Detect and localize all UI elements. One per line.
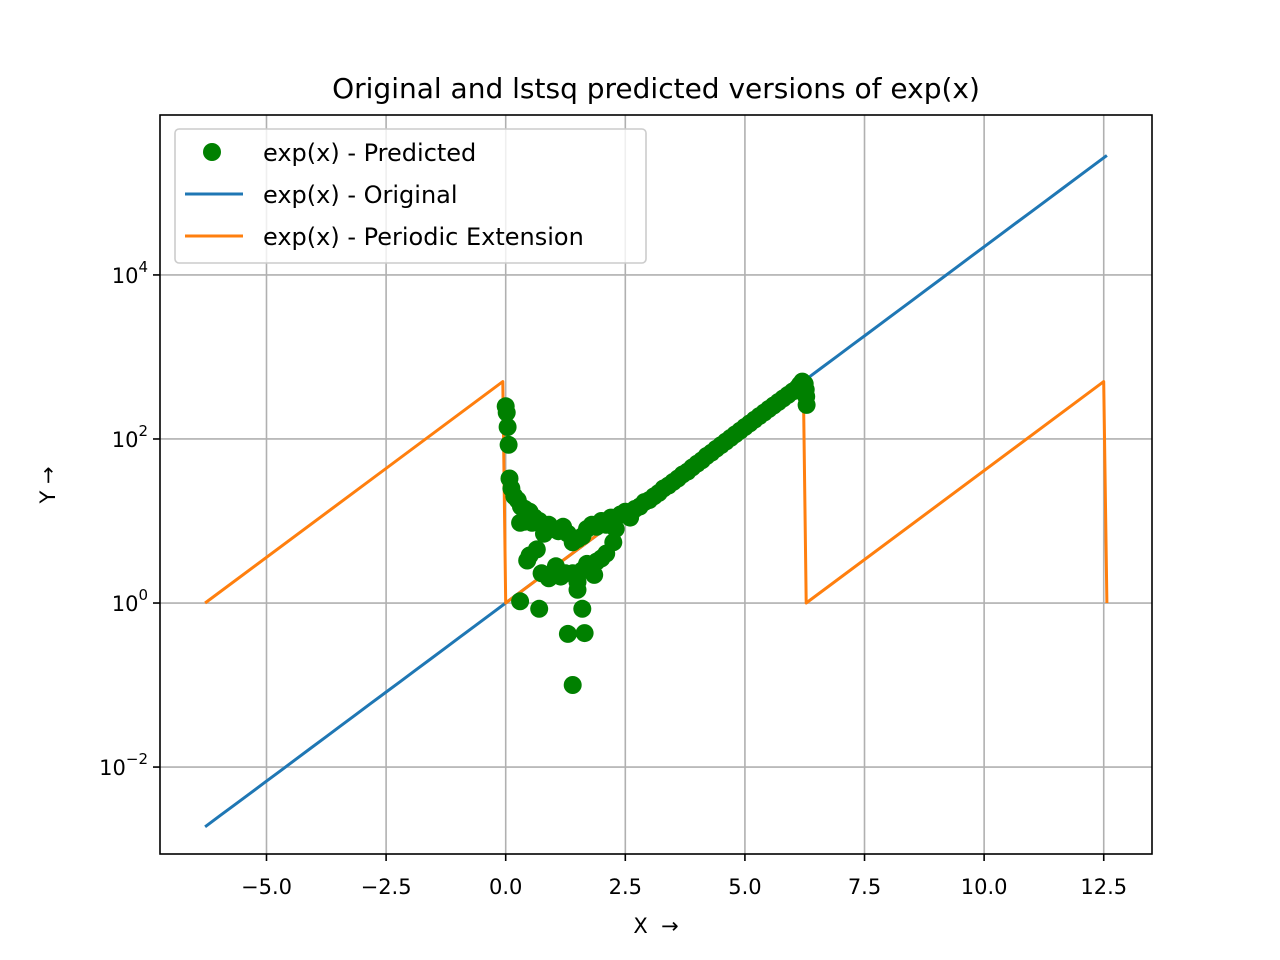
y-tick-label: 102 — [112, 422, 148, 452]
series-predicted — [496, 372, 816, 694]
predicted-point — [585, 565, 604, 584]
y-axis-label: Y → — [36, 466, 60, 504]
x-axis-label: X → — [633, 914, 678, 938]
legend-label-periodic: exp(x) - Periodic Extension — [263, 223, 584, 251]
predicted-point — [498, 418, 517, 436]
legend-marker-predicted — [203, 143, 221, 161]
y-tick-label-base: 10 — [112, 264, 139, 288]
x-tick-label: 12.5 — [1080, 875, 1127, 899]
y-tick-label-exponent: 2 — [138, 422, 148, 440]
x-tick-label: −5.0 — [241, 875, 292, 899]
predicted-point — [530, 599, 549, 618]
y-tick-label-base: 10 — [112, 592, 139, 616]
plot-frame — [159, 114, 1153, 855]
y-tick-label: 10−2 — [99, 750, 148, 780]
legend-label-original: exp(x) - Original — [263, 181, 458, 209]
y-tick-label-base: 10 — [99, 756, 126, 780]
x-axis-ticks: −5.0 −2.5 0.0 2.5 5.0 7.5 10.0 12.5 — [241, 854, 1127, 899]
y-tick-label: 104 — [112, 258, 148, 288]
predicted-point — [515, 512, 534, 531]
predicted-point — [499, 435, 518, 454]
x-tick-label: 0.0 — [489, 875, 522, 899]
legend: exp(x) - Predicted exp(x) - Original exp… — [174, 128, 647, 264]
y-tick-label-exponent: 0 — [138, 586, 148, 604]
y-tick-label-exponent: −2 — [126, 750, 148, 768]
x-tick-label: −2.5 — [361, 875, 412, 899]
legend-label-predicted: exp(x) - Predicted — [263, 139, 476, 167]
predicted-point — [575, 624, 594, 643]
y-tick-label-exponent: 4 — [138, 258, 148, 276]
predicted-point — [497, 403, 516, 422]
predicted-point — [604, 533, 623, 552]
y-tick-label: 100 — [112, 586, 148, 616]
y-tick-label-base: 10 — [112, 428, 139, 452]
predicted-point — [573, 599, 592, 618]
chart-title: Original and lstsq predicted versions of… — [332, 72, 980, 105]
predicted-point — [606, 519, 625, 538]
legend-box — [174, 128, 647, 264]
x-tick-label: 7.5 — [848, 875, 881, 899]
predicted-point — [568, 580, 587, 599]
predicted-point — [511, 592, 530, 611]
x-tick-label: 2.5 — [609, 875, 642, 899]
predicted-point — [563, 676, 582, 694]
predicted-point — [797, 395, 816, 414]
x-tick-label: 5.0 — [728, 875, 761, 899]
predicted-point — [558, 624, 577, 643]
x-tick-label: 10.0 — [961, 875, 1008, 899]
predicted-point — [527, 540, 546, 559]
plot-area — [204, 154, 1109, 829]
